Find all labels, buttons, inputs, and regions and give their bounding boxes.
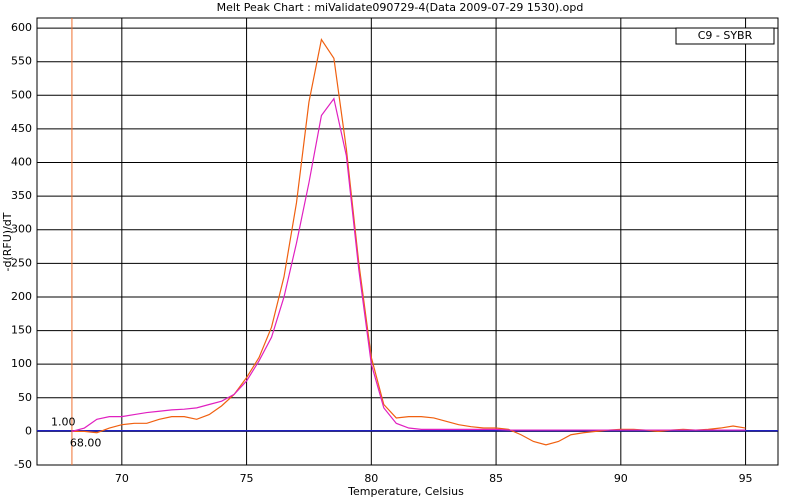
series-line <box>71 37 746 446</box>
y-tick-label: 400 <box>11 156 32 169</box>
y-tick-label: 600 <box>11 21 32 34</box>
y-tick-label: 550 <box>11 55 32 68</box>
y-tick-label: 0 <box>25 424 32 437</box>
y-axis-label: -d(RFU)/dT <box>1 212 14 271</box>
x-tick-label: 75 <box>240 472 254 485</box>
y-tick-label: 200 <box>11 290 32 303</box>
y-tick-label: 150 <box>11 324 32 337</box>
chart-title: Melt Peak Chart : miValidate090729-4(Dat… <box>217 1 584 14</box>
cursor-y-label: 1.00 <box>51 416 76 429</box>
y-tick-label: -50 <box>14 458 32 471</box>
y-tick-label: 50 <box>18 391 32 404</box>
y-tick-label: 500 <box>11 88 32 101</box>
series-line <box>71 97 746 432</box>
legend-box <box>675 27 775 45</box>
x-tick-label: 85 <box>489 472 503 485</box>
y-tick-label: 250 <box>11 256 32 269</box>
y-tick-label: 300 <box>11 223 32 236</box>
x-tick-label: 95 <box>739 472 753 485</box>
x-tick-label: 80 <box>364 472 378 485</box>
x-axis-label: Temperature, Celsius <box>347 485 464 498</box>
plot-area <box>36 17 779 466</box>
x-tick-label: 70 <box>115 472 129 485</box>
y-tick-label: 450 <box>11 122 32 135</box>
y-tick-label: 100 <box>11 357 32 370</box>
x-tick-label: 90 <box>614 472 628 485</box>
y-tick-label: 350 <box>11 189 32 202</box>
legend-label: C9 - SYBR <box>698 29 753 42</box>
cursor-x-label: 68.00 <box>70 437 102 450</box>
